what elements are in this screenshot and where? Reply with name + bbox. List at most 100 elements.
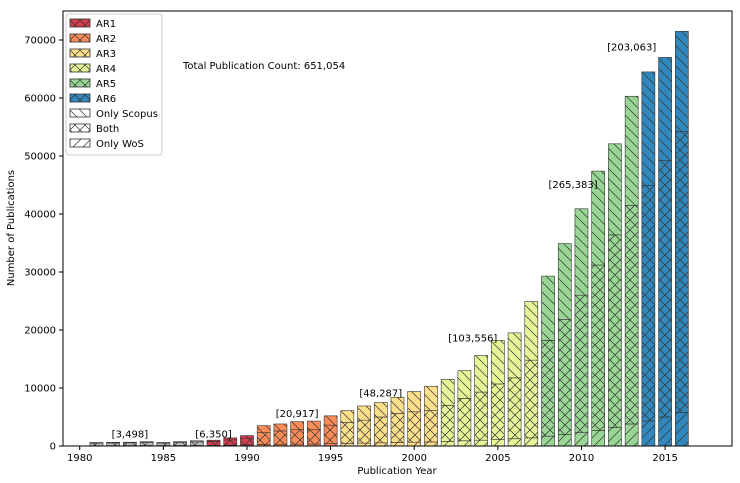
bar-hatch-2002-both xyxy=(440,405,455,442)
bar-hatch-1988-both xyxy=(206,441,221,446)
bar-hatch-2004-only-scopus xyxy=(474,355,488,393)
bar-hatch-2005-only-scopus xyxy=(491,340,505,385)
bar-hatch-2012-both xyxy=(608,234,622,428)
y-tick-label: 70000 xyxy=(24,36,56,47)
bar-hatch-1984-only-scopus xyxy=(139,441,154,443)
bar-hatch-1993-only-scopus xyxy=(290,421,304,430)
bar-hatch-1994-both xyxy=(307,429,321,445)
bar-hatch-1985-only-scopus xyxy=(156,442,171,444)
bar-hatch-1996-only-scopus xyxy=(340,410,355,423)
bar-hatch-2001-only-scopus xyxy=(424,385,438,411)
legend-label-ar5: AR5 xyxy=(96,79,116,90)
bar-hatch-2001-only-wos xyxy=(424,441,438,447)
bar-hatch-2008-only-scopus xyxy=(541,275,555,341)
legend-swatch-hatch-both xyxy=(69,123,91,133)
bar-hatch-1981-only-scopus xyxy=(89,442,104,444)
bar-hatch-1998-both xyxy=(373,416,388,444)
y-tick-label: 30000 xyxy=(24,268,56,279)
x-tick-label: 2005 xyxy=(485,453,510,464)
bar-hatch-2009-both xyxy=(557,319,572,435)
bar-hatch-2007-both xyxy=(524,359,539,439)
bar-hatch-2013-both xyxy=(624,205,639,425)
bar-hatch-2008-both xyxy=(541,340,555,437)
bar-hatch-2016-only-scopus xyxy=(675,30,689,132)
bar-hatch-1997-both xyxy=(357,419,371,444)
y-axis: 0 10000 20000 30000 40000 50000 60000 70000 xyxy=(24,36,63,453)
bar-hatch-1998-only-scopus xyxy=(373,402,388,418)
bar-hatch-1996-both xyxy=(340,422,355,444)
bar-hatch-2007-only-scopus xyxy=(524,301,539,361)
bar-hatch-2010-only-scopus xyxy=(574,208,589,296)
bar-hatch-2005-only-wos xyxy=(491,439,505,447)
x-tick-label: 1980 xyxy=(67,453,92,464)
bar-hatch-1981-both xyxy=(89,442,104,447)
bar-hatch-2006-both xyxy=(507,377,522,440)
x-tick-label: 2015 xyxy=(652,453,677,464)
bar-hatch-2011-only-scopus xyxy=(591,170,606,266)
bar-hatch-2011-both xyxy=(591,264,606,431)
bar-hatch-1999-only-scopus xyxy=(390,396,405,414)
bar-hatch-2004-both xyxy=(474,391,488,441)
bars-layer xyxy=(89,30,689,447)
bar-hatch-1987-both xyxy=(189,441,204,446)
bar-hatch-2002-only-scopus xyxy=(440,378,455,406)
bar-hatch-2015-both xyxy=(658,160,672,418)
period-annotation: [203,063] xyxy=(607,42,656,53)
bar-hatch-2010-only-wos xyxy=(574,432,589,447)
plot-frame xyxy=(62,10,733,447)
x-tick-label: 1995 xyxy=(318,453,343,464)
bar-hatch-1993-both xyxy=(290,429,304,445)
bar-hatch-2011-only-wos xyxy=(591,430,606,447)
bar-hatch-2001-both xyxy=(424,410,438,443)
bar-hatch-2007-only-wos xyxy=(524,437,539,447)
bar-hatch-2012-only-scopus xyxy=(608,143,622,236)
legend-label-ar2: AR2 xyxy=(96,34,116,45)
bar-hatch-1986-both xyxy=(173,442,187,446)
bar-hatch-1989-both xyxy=(223,439,238,446)
bar-hatch-2014-only-scopus xyxy=(641,71,656,186)
y-tick-label: 10000 xyxy=(24,384,56,395)
bar-hatch-1994-only-scopus xyxy=(307,420,321,431)
bar-hatch-2010-both xyxy=(574,294,589,433)
bar-hatch-2000-only-scopus xyxy=(407,391,422,413)
legend-label-ar4: AR4 xyxy=(96,64,116,75)
x-tick-label: 2000 xyxy=(401,453,426,464)
period-annotation: [3,498] xyxy=(112,429,149,440)
bar-hatch-1987-only-scopus xyxy=(189,440,204,443)
legend-swatch-hatch-ar1 xyxy=(69,18,91,28)
bar-hatch-1999-only-wos xyxy=(390,442,405,447)
period-annotation: [265,383] xyxy=(549,180,598,191)
y-tick-label: 40000 xyxy=(24,210,56,221)
legend-swatch-hatch-only-scopus xyxy=(69,108,91,118)
bar-hatch-1989-only-scopus xyxy=(223,437,238,441)
bar-hatch-1991-both xyxy=(256,432,271,445)
legend-swatch-hatch-ar6 xyxy=(69,93,91,103)
bar-hatch-1990-only-scopus xyxy=(240,435,254,439)
bar-hatch-1986-only-scopus xyxy=(173,441,187,443)
legend-swatch-hatch-only-wos xyxy=(69,138,91,148)
bar-hatch-1991-only-scopus xyxy=(256,425,271,433)
period-annotation: [48,287] xyxy=(359,389,402,400)
bar-hatch-1995-both xyxy=(323,424,338,444)
period-annotation: [6,350] xyxy=(195,429,232,440)
bar-hatch-1985-both xyxy=(156,442,171,446)
bar-hatch-2015-only-wos xyxy=(658,416,672,447)
legend-label-ar3: AR3 xyxy=(96,49,116,60)
bar-hatch-2009-only-wos xyxy=(557,434,572,447)
period-annotation: [103,556] xyxy=(448,334,497,345)
bar-hatch-1990-both xyxy=(240,437,254,446)
bar-hatch-2003-both xyxy=(457,398,472,442)
legend-label-ar6: AR6 xyxy=(96,94,116,105)
bar-hatch-2009-only-scopus xyxy=(557,243,572,320)
bar-hatch-2006-only-scopus xyxy=(507,332,522,379)
bar-hatch-2005-both xyxy=(491,383,505,440)
y-axis-label: Number of Publications xyxy=(6,170,17,286)
bar-hatch-2014-both xyxy=(641,185,656,422)
bar-hatch-1997-only-scopus xyxy=(357,405,371,421)
x-tick-label: 2010 xyxy=(569,453,594,464)
y-tick-label: 20000 xyxy=(24,326,56,337)
annotations-layer: [3,498] [6,350] [20,917] [48,287] [103,556] [… xyxy=(112,42,657,440)
x-axis: 1980 1985 1990 1995 2000 2005 2010 2015 xyxy=(67,446,678,464)
y-tick-label: 0 xyxy=(50,442,56,453)
